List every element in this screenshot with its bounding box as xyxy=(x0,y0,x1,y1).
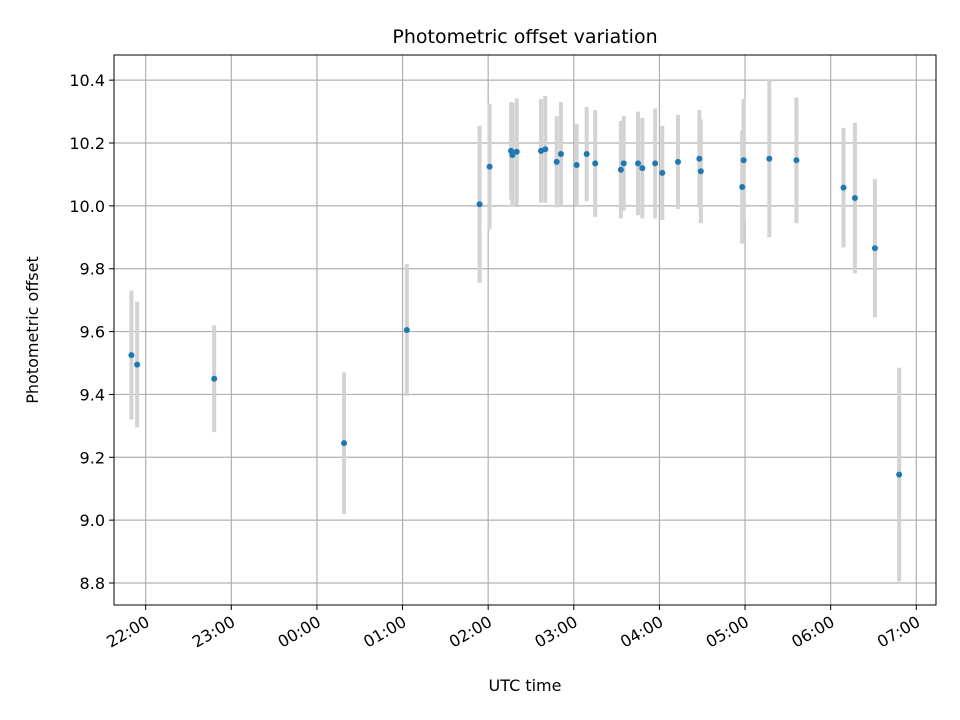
data-point xyxy=(635,160,642,167)
data-point xyxy=(403,327,410,333)
data-point xyxy=(553,158,560,165)
data-point xyxy=(509,151,516,158)
y-axis: 8.8 9.0 9.2 9.4 9.6 9.8 10.0 10.2 10.4 xyxy=(69,71,114,593)
data-point xyxy=(557,151,564,157)
data-point xyxy=(871,245,878,252)
y-tick-label: 9.2 xyxy=(80,448,105,467)
data-point xyxy=(840,184,847,191)
data-points xyxy=(128,146,903,478)
data-point xyxy=(620,160,627,167)
data-point xyxy=(896,471,903,478)
y-tick-label: 10.2 xyxy=(69,134,105,153)
y-tick-label: 9.0 xyxy=(80,511,105,530)
data-point xyxy=(583,151,590,157)
data-point xyxy=(128,352,135,359)
plot-area xyxy=(114,55,936,605)
data-point xyxy=(573,162,580,168)
data-point xyxy=(341,440,348,447)
data-point xyxy=(696,155,703,162)
data-point xyxy=(766,155,773,162)
data-point xyxy=(652,160,659,167)
chart-title: Photometric offset variation xyxy=(392,26,657,48)
y-tick-label: 9.6 xyxy=(80,323,105,342)
plot-frame xyxy=(113,54,937,606)
data-point xyxy=(659,169,666,176)
data-point xyxy=(793,157,800,164)
grid xyxy=(114,55,936,605)
y-tick-label: 8.8 xyxy=(80,574,105,593)
x-axis-title: UTC time xyxy=(489,676,562,695)
data-point xyxy=(851,195,858,201)
y-tick-label: 10.4 xyxy=(69,71,105,90)
data-point xyxy=(697,168,704,175)
data-point xyxy=(513,148,520,155)
data-point xyxy=(639,165,646,172)
data-point xyxy=(476,201,483,208)
y-axis-title: Photometric offset xyxy=(23,256,42,404)
data-point xyxy=(674,158,681,165)
y-tick-label: 10.0 xyxy=(69,197,105,216)
data-point xyxy=(739,184,746,190)
y-tick-label: 9.8 xyxy=(80,260,105,279)
data-point xyxy=(211,375,218,382)
data-point xyxy=(542,146,549,153)
data-point xyxy=(486,163,493,170)
y-tick-label: 9.4 xyxy=(80,385,105,404)
data-point xyxy=(134,361,141,368)
data-point xyxy=(592,160,599,167)
data-point xyxy=(740,157,747,164)
data-point xyxy=(617,166,624,173)
